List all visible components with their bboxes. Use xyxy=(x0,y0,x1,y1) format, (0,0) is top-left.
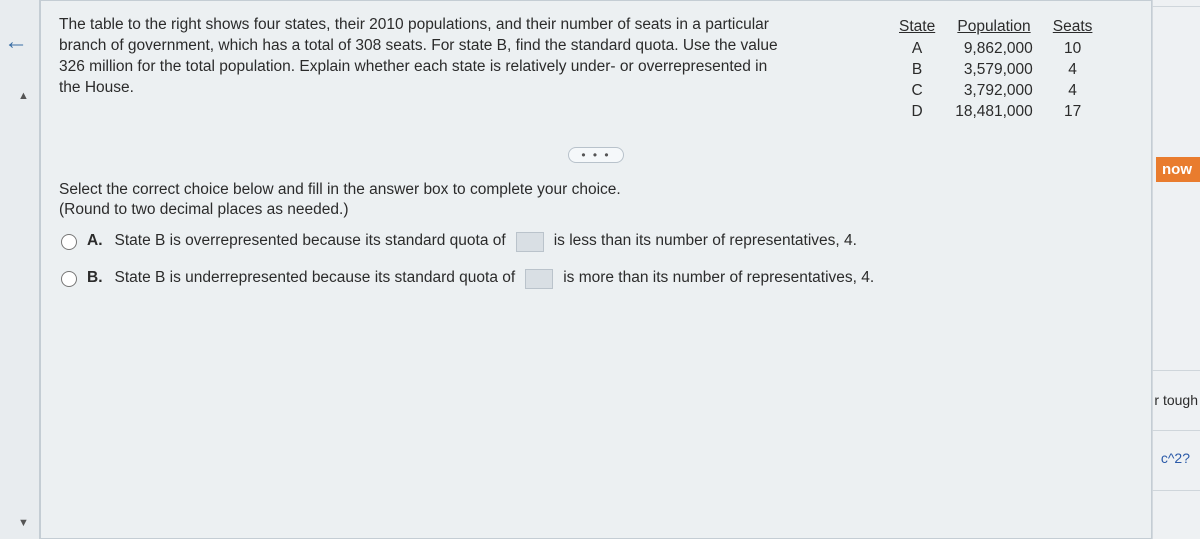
table-row: D 18,481,000 17 xyxy=(889,102,1102,123)
tough-text: r tough xyxy=(1154,392,1198,408)
choice-a-label: A. xyxy=(87,231,103,252)
col-state: State xyxy=(889,17,945,39)
scroll-up-icon[interactable]: ▲ xyxy=(18,90,29,102)
problem-stem: The table to the right shows four states… xyxy=(59,15,789,99)
data-table: State Population Seats A 9,862,000 10 B … xyxy=(889,17,1102,123)
scroll-down-icon[interactable]: ▼ xyxy=(18,517,29,529)
radio-a[interactable] xyxy=(61,234,77,250)
table-row: B 3,579,000 4 xyxy=(889,60,1102,81)
table-row: C 3,792,000 4 xyxy=(889,81,1102,102)
radio-b[interactable] xyxy=(61,271,77,287)
answer-box-a[interactable] xyxy=(516,232,544,252)
choice-a-post: is less than its number of representativ… xyxy=(554,231,857,252)
table-row: A 9,862,000 10 xyxy=(889,39,1102,60)
answer-choices: A. State B is overrepresented because it… xyxy=(59,231,1133,289)
instruction-text: Select the correct choice below and fill… xyxy=(59,180,1133,201)
back-arrow-icon[interactable]: ← xyxy=(4,28,28,56)
choice-b-label: B. xyxy=(87,268,103,289)
choice-a[interactable]: A. State B is overrepresented because it… xyxy=(61,231,1133,252)
col-population: Population xyxy=(945,17,1043,39)
col-seats: Seats xyxy=(1043,17,1103,39)
choice-b-pre: State B is underrepresented because its … xyxy=(115,268,516,289)
left-gutter: ← ▲ ▼ xyxy=(0,0,40,539)
expand-button[interactable]: • • • xyxy=(568,147,623,163)
answer-box-b[interactable] xyxy=(525,269,553,289)
choice-b-post: is more than its number of representativ… xyxy=(563,268,874,289)
choice-a-pre: State B is overrepresented because its s… xyxy=(115,231,506,252)
right-sidebar: now r tough c^2? xyxy=(1152,0,1200,539)
c2-link[interactable]: c^2? xyxy=(1161,450,1190,466)
now-badge[interactable]: now xyxy=(1156,157,1200,182)
question-panel: The table to the right shows four states… xyxy=(40,0,1152,539)
choice-b[interactable]: B. State B is underrepresented because i… xyxy=(61,268,1133,289)
round-note: (Round to two decimal places as needed.) xyxy=(59,200,1133,221)
